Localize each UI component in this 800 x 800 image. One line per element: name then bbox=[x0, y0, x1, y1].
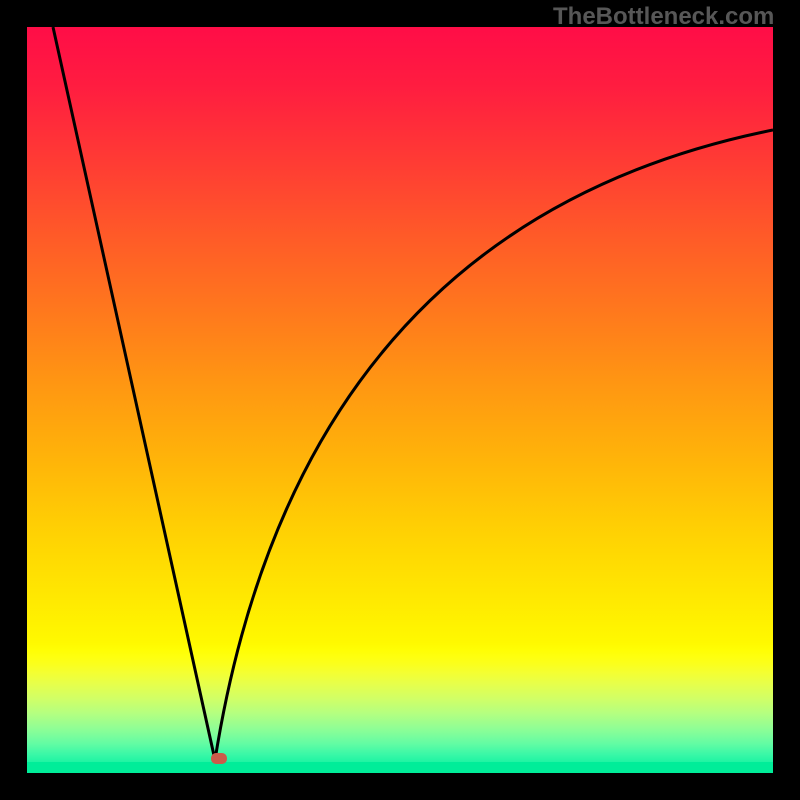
optimum-marker bbox=[211, 753, 227, 764]
chart-container: TheBottleneck.com bbox=[0, 0, 800, 800]
bottleneck-chart bbox=[0, 0, 800, 800]
bottom-green-band bbox=[27, 762, 773, 773]
plot-background bbox=[27, 27, 773, 773]
watermark-label: TheBottleneck.com bbox=[553, 3, 774, 31]
